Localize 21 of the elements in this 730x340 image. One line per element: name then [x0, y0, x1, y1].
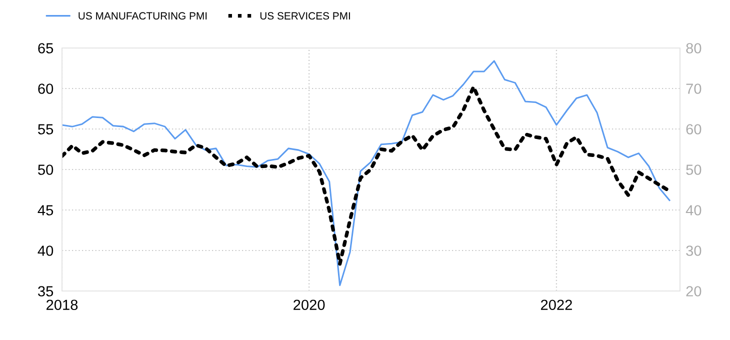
- line-series: [62, 85, 672, 266]
- y-tick-label: 40: [38, 246, 54, 256]
- y-tick-label: 60: [38, 84, 54, 94]
- x-tick-label: 2018: [46, 300, 78, 310]
- line-series: [62, 60, 670, 286]
- y2-tick-label: 40: [686, 205, 702, 216]
- y2-tick-label: 70: [686, 84, 702, 94]
- y2-tick-label: 20: [686, 286, 702, 296]
- y-tick-label: 55: [38, 124, 54, 134]
- y2-tick-label: 50: [686, 164, 702, 175]
- y-tick-label: 45: [38, 205, 54, 216]
- x-tick-label: 2022: [540, 300, 572, 310]
- y2-tick-label: 60: [686, 124, 702, 134]
- y2-tick-label: 80: [686, 43, 702, 54]
- y-tick-label: 35: [38, 286, 54, 296]
- y-tick-label: 50: [38, 164, 54, 175]
- y2-tick-label: 30: [686, 246, 702, 256]
- legend-label: US SERVICES PMI: [260, 12, 350, 20]
- y-tick-label: 65: [38, 43, 54, 54]
- legend-label: US MANUFACTURING PMI: [78, 12, 207, 20]
- x-tick-label: 2020: [294, 300, 325, 310]
